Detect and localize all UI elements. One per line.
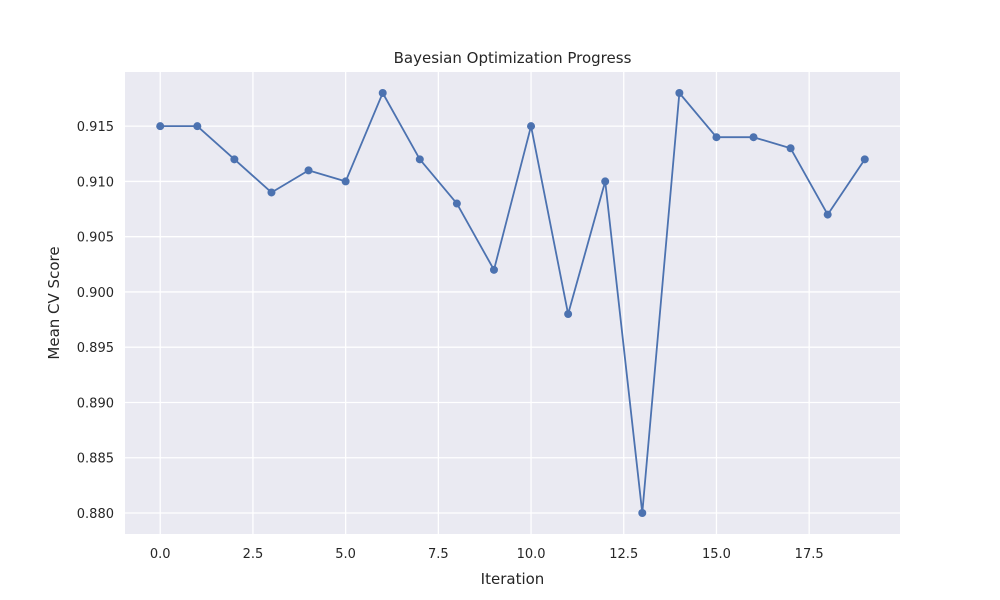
data-point (860, 155, 869, 164)
y-tick-label: 0.910 (77, 175, 114, 190)
y-tick-label: 0.895 (77, 341, 114, 356)
data-point (156, 122, 165, 131)
x-tick-label: 12.5 (609, 547, 638, 562)
data-point (638, 509, 647, 517)
plot-area (125, 72, 900, 534)
data-point (527, 122, 536, 131)
data-point (341, 177, 350, 186)
data-point (230, 155, 239, 164)
y-tick-label: 0.915 (77, 120, 114, 135)
y-tick-label: 0.880 (77, 507, 114, 522)
y-tick-label: 0.890 (77, 396, 114, 411)
x-axis-label: Iteration (481, 570, 545, 588)
data-point (786, 144, 795, 153)
x-tick-label: 0.0 (150, 547, 171, 562)
grid-lines (125, 72, 900, 534)
data-point (675, 89, 684, 97)
series-line (160, 92, 866, 514)
data-point (415, 155, 424, 164)
chart-title: Bayesian Optimization Progress (394, 49, 632, 67)
x-tick-label: 2.5 (243, 547, 264, 562)
x-tick-label: 10.0 (517, 547, 546, 562)
data-point (489, 265, 498, 274)
data-point (712, 133, 721, 142)
y-tick-labels: 0.880 0.885 0.890 0.895 0.900 0.905 0.910 0.915 (77, 120, 114, 522)
data-point (564, 310, 573, 319)
x-tick-label: 5.0 (335, 547, 356, 562)
y-tick-label: 0.900 (77, 286, 114, 301)
x-tick-label: 17.5 (795, 547, 824, 562)
data-point (193, 122, 202, 131)
y-tick-label: 0.885 (77, 452, 114, 467)
data-point (823, 210, 832, 219)
data-point (267, 188, 276, 197)
series (156, 89, 869, 517)
data-point (304, 166, 313, 175)
data-point (749, 133, 758, 142)
x-tick-label: 7.5 (428, 547, 449, 562)
x-tick-labels: 0.0 2.5 5.0 7.5 10.0 12.5 15.0 17.5 (150, 547, 824, 562)
y-tick-label: 0.905 (77, 231, 114, 246)
data-point (378, 89, 387, 97)
y-axis-label: Mean CV Score (45, 246, 63, 359)
data-point (452, 199, 461, 208)
data-point (601, 177, 610, 186)
x-tick-label: 15.0 (702, 547, 731, 562)
